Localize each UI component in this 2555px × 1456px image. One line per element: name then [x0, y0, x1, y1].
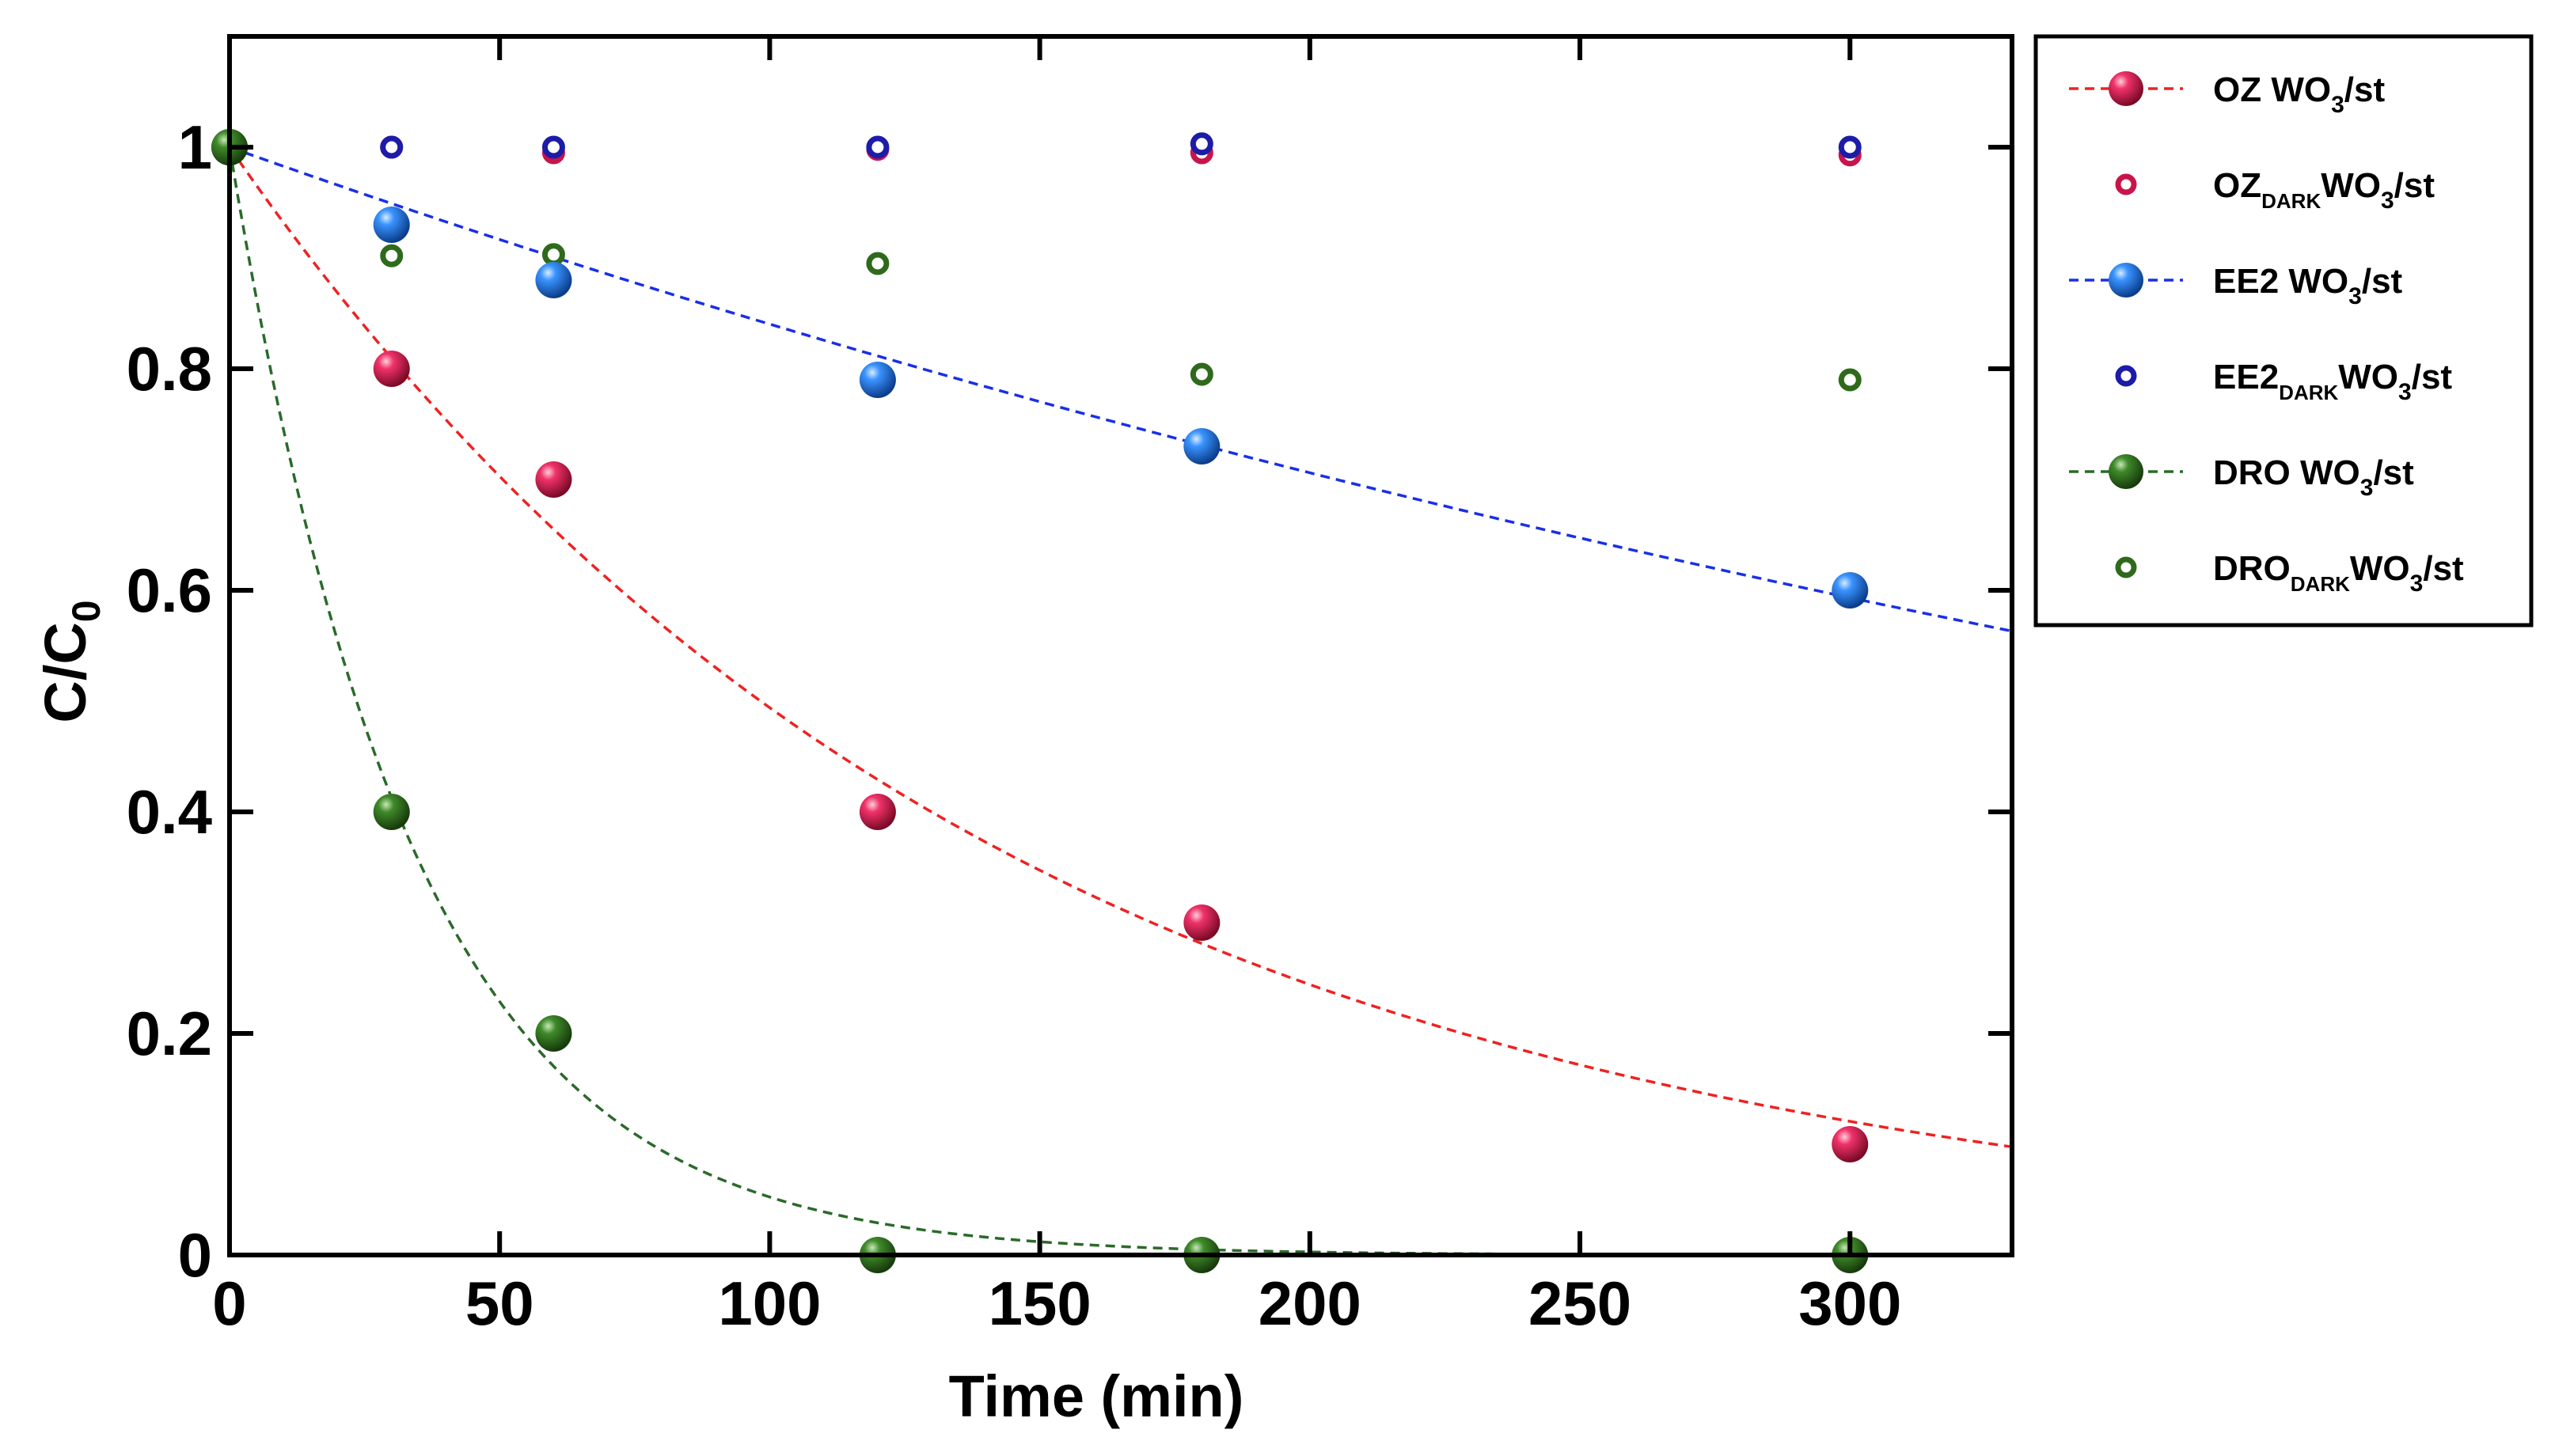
data-point-dark [541, 243, 565, 267]
legend-entry: EE2DARKWO3/st [2115, 358, 2452, 405]
x-axis-ticks: 0 50 100 150 200 250 300 [212, 36, 1901, 1338]
legend: OZ WO3/st OZDARKWO3/st EE2 WO3/st EE2DARKWO… [2069, 70, 2464, 597]
legend-label: OZ WO3/st [2213, 70, 2385, 118]
data-point [373, 794, 410, 830]
data-point-dark [1838, 368, 1862, 392]
data-point-dark [866, 135, 890, 159]
y-tick-label: 0.6 [127, 555, 212, 625]
legend-marker [2115, 173, 2137, 195]
legend-marker [2115, 556, 2137, 578]
data-point-dark [380, 135, 404, 159]
legend-label: OZDARKWO3/st [2213, 166, 2435, 214]
data-point-dark [1190, 362, 1213, 386]
data-point-dark [1838, 135, 1862, 159]
legend-label: DRO WO3/st [2213, 453, 2414, 501]
fit-curve [230, 146, 2012, 1255]
x-axis-title: Time (min) [949, 1363, 1244, 1429]
data-points [211, 129, 1869, 1273]
x-tick-label: 50 [465, 1268, 534, 1338]
data-point-dark [541, 135, 565, 159]
y-tick-label: 0 [178, 1220, 212, 1290]
x-tick-label: 200 [1259, 1268, 1361, 1338]
plot-frame [227, 34, 2014, 1257]
fit-curves [230, 146, 2012, 1255]
y-tick-label: 1 [178, 112, 212, 182]
data-point [1832, 1126, 1869, 1162]
y-tick-label: 0.4 [127, 777, 212, 847]
legend-label: EE2DARKWO3/st [2213, 358, 2452, 405]
data-point-dark [380, 244, 404, 267]
data-point [535, 262, 572, 298]
legend-entry: DRO WO3/st [2069, 453, 2414, 501]
data-point [1832, 572, 1869, 609]
fit-curve [230, 146, 2012, 1149]
y-axis-title: C/C0 [32, 600, 108, 722]
data-point [859, 362, 896, 398]
legend-marker [2115, 365, 2137, 387]
y-tick-label: 0.2 [127, 999, 212, 1068]
x-tick-label: 150 [989, 1268, 1091, 1338]
legend-entry: OZ WO3/st [2069, 70, 2385, 118]
y-tick-label: 0.8 [127, 334, 212, 404]
data-point [1183, 428, 1221, 464]
x-tick-label: 300 [1798, 1268, 1901, 1338]
data-point [1183, 904, 1221, 941]
legend-marker [2109, 263, 2143, 298]
legend-entry: DRODARKWO3/st [2115, 549, 2464, 597]
legend-entry: EE2 WO3/st [2069, 262, 2403, 309]
x-tick-label: 250 [1528, 1268, 1631, 1338]
legend-label: DRODARKWO3/st [2213, 549, 2464, 597]
data-point [535, 1015, 572, 1052]
x-tick-label: 0 [212, 1268, 246, 1338]
data-point [535, 461, 572, 498]
x-tick-label: 100 [718, 1268, 821, 1338]
y-axis-ticks: 0 0.2 0.4 0.6 0.8 1 [127, 112, 2012, 1290]
data-point-dark [1190, 132, 1213, 156]
data-point [859, 794, 896, 830]
data-point [373, 351, 410, 387]
legend-entry: OZDARKWO3/st [2115, 166, 2435, 214]
data-point-dark [866, 252, 890, 275]
data-point [373, 207, 410, 243]
legend-box [2033, 34, 2534, 628]
legend-marker [2109, 454, 2143, 489]
legend-marker [2109, 71, 2143, 106]
legend-label: EE2 WO3/st [2213, 262, 2403, 309]
fit-curve [230, 146, 2012, 633]
